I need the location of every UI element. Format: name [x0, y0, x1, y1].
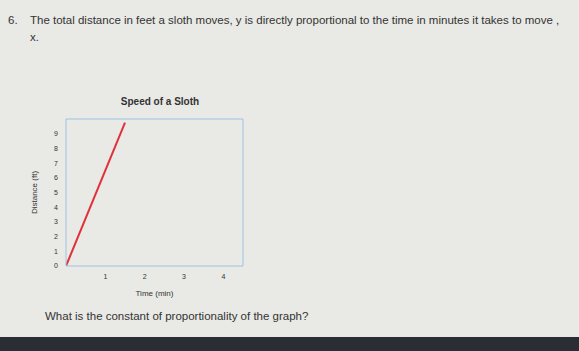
svg-text:3: 3 — [54, 218, 58, 225]
svg-text:Distance (ft): Distance (ft) — [30, 171, 39, 214]
svg-text:1: 1 — [103, 273, 107, 280]
svg-text:8: 8 — [54, 145, 58, 152]
svg-text:6: 6 — [54, 174, 58, 181]
svg-text:0: 0 — [54, 262, 58, 269]
html-text:6.: 6. — [8, 14, 18, 26]
svg-text:Time (min): Time (min) — [136, 289, 174, 298]
svg-text:2: 2 — [143, 273, 147, 280]
svg-text:2: 2 — [54, 233, 58, 240]
html-text:The total distance in feet a s: The total distance in feet a sloth moves… — [30, 14, 560, 43]
html-text:Speed of a Sloth: Speed of a Sloth — [120, 96, 200, 107]
svg-text:1: 1 — [54, 248, 58, 255]
html-text:What is the constant of propor: What is the constant of proportionality … — [45, 310, 309, 322]
svg-text:7: 7 — [54, 160, 58, 167]
svg-text:5: 5 — [54, 189, 58, 196]
svg-text:4: 4 — [54, 204, 58, 211]
svg-text:3: 3 — [182, 273, 186, 280]
svg-text:4: 4 — [221, 273, 225, 280]
svg-text:9: 9 — [54, 130, 58, 137]
